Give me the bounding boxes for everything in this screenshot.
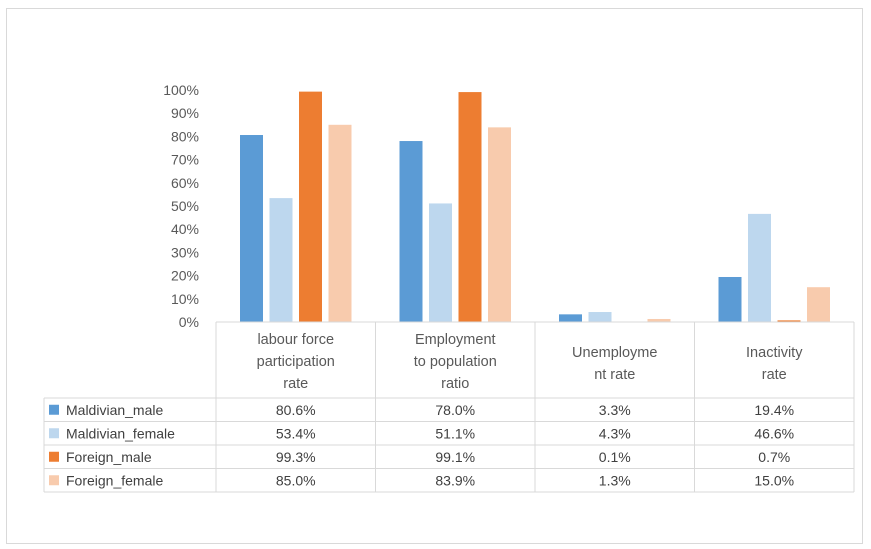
- bar: [588, 312, 612, 322]
- data-value: 4.3%: [599, 425, 631, 441]
- chart-svg: 0% 10% 20% 30% 40% 50% 60% 70% 80% 90% 100% labour …: [43, 82, 855, 493]
- data-value: 53.4%: [276, 425, 316, 441]
- category-label: to population: [414, 354, 497, 370]
- y-tick-label: 0%: [179, 314, 199, 330]
- legend-label: Foreign_male: [66, 449, 152, 465]
- legend-label: Maldivian_female: [66, 425, 175, 441]
- bar: [269, 198, 293, 322]
- y-tick-label: 40%: [171, 221, 199, 237]
- data-value: 3.3%: [599, 402, 631, 418]
- data-value: 46.6%: [754, 425, 794, 441]
- y-tick-label: 30%: [171, 244, 199, 260]
- bar: [807, 287, 830, 322]
- bar: [718, 276, 742, 322]
- legend-label: Maldivian_male: [66, 402, 163, 418]
- y-tick-label: 20%: [171, 268, 199, 284]
- data-value: 1.3%: [599, 472, 631, 488]
- legend-label: Foreign_female: [66, 472, 163, 488]
- y-tick-label: 60%: [171, 175, 199, 191]
- category-label: labour force: [257, 332, 334, 348]
- y-tick-label: 100%: [163, 82, 199, 98]
- category-label: rate: [762, 367, 787, 383]
- bar: [240, 135, 263, 322]
- legend-key: [49, 451, 59, 462]
- legend-key: [49, 428, 59, 439]
- bar: [299, 91, 322, 323]
- bar: [328, 124, 352, 322]
- y-tick-label: 10%: [171, 291, 199, 307]
- category-label: rate: [283, 376, 308, 392]
- y-tick-label: 80%: [171, 128, 199, 144]
- data-value: 99.1%: [435, 449, 475, 465]
- bar: [488, 127, 511, 323]
- data-value: 15.0%: [754, 472, 794, 488]
- data-value: 83.9%: [435, 472, 475, 488]
- data-value: 0.7%: [758, 449, 790, 465]
- category-label: Inactivity: [746, 345, 803, 361]
- bar: [748, 213, 771, 322]
- bar: [399, 141, 423, 322]
- y-tick-label: 50%: [171, 198, 199, 214]
- data-value: 85.0%: [276, 472, 316, 488]
- bar: [559, 314, 582, 322]
- category-label: participation: [257, 354, 335, 370]
- legend-key: [49, 404, 59, 415]
- category-label: nt rate: [594, 367, 635, 383]
- bar: [429, 203, 452, 322]
- category-label: ratio: [441, 376, 469, 392]
- bar: [647, 318, 671, 322]
- bar: [777, 320, 801, 322]
- chart-frame: 0% 10% 20% 30% 40% 50% 60% 70% 80% 90% 100% labour …: [6, 8, 863, 544]
- data-value: 19.4%: [754, 402, 794, 418]
- data-value: 99.3%: [276, 449, 316, 465]
- category-label: Employment: [415, 332, 496, 348]
- data-value: 80.6%: [276, 402, 316, 418]
- data-value: 78.0%: [435, 402, 475, 418]
- data-value: 0.1%: [599, 449, 631, 465]
- category-label: Unemployme: [572, 345, 657, 361]
- y-tick-label: 90%: [171, 105, 199, 121]
- data-value: 51.1%: [435, 425, 475, 441]
- y-tick-label: 70%: [171, 152, 199, 168]
- legend-key: [49, 475, 59, 486]
- bar: [458, 92, 482, 322]
